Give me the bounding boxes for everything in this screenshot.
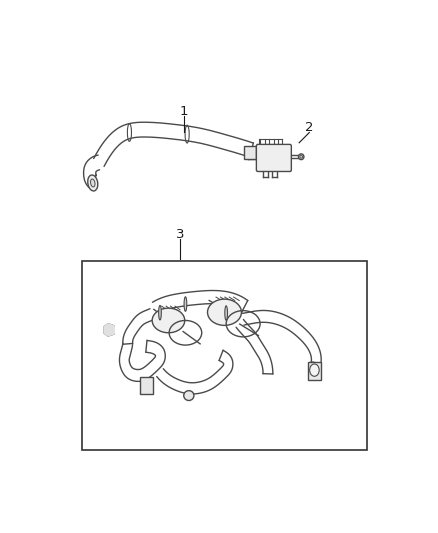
FancyBboxPatch shape (308, 362, 321, 380)
Ellipse shape (184, 297, 187, 311)
FancyBboxPatch shape (140, 377, 152, 393)
Text: 1: 1 (180, 104, 188, 118)
Ellipse shape (225, 306, 227, 320)
Ellipse shape (88, 175, 98, 191)
FancyBboxPatch shape (244, 147, 256, 159)
Ellipse shape (300, 155, 303, 158)
Ellipse shape (159, 305, 161, 320)
Text: 2: 2 (305, 121, 314, 134)
Bar (82, 261, 367, 450)
Polygon shape (104, 324, 114, 336)
Ellipse shape (298, 154, 304, 159)
Ellipse shape (152, 308, 185, 333)
Ellipse shape (310, 364, 319, 376)
Ellipse shape (208, 299, 241, 325)
FancyBboxPatch shape (256, 144, 291, 172)
Ellipse shape (184, 391, 194, 400)
Text: 3: 3 (176, 228, 184, 241)
Ellipse shape (91, 179, 95, 187)
